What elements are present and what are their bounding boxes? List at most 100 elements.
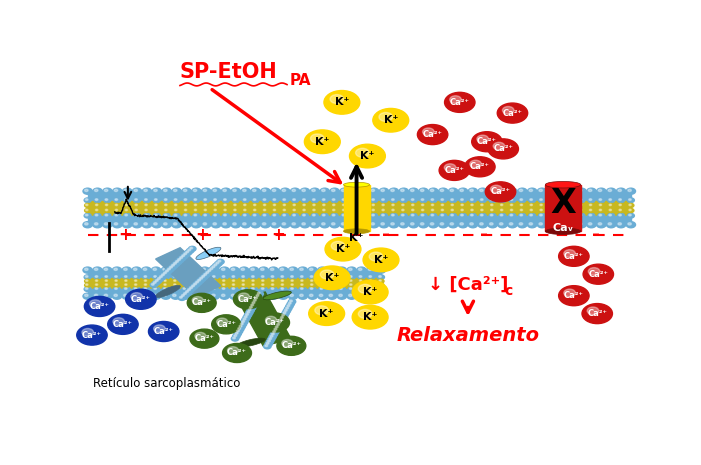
Circle shape — [104, 294, 108, 297]
Circle shape — [192, 297, 203, 304]
Circle shape — [371, 223, 374, 225]
Circle shape — [598, 204, 604, 207]
Circle shape — [367, 293, 376, 299]
Circle shape — [479, 189, 483, 192]
Circle shape — [183, 276, 186, 278]
Circle shape — [189, 286, 196, 291]
Circle shape — [210, 293, 219, 299]
Circle shape — [260, 275, 267, 279]
Circle shape — [186, 288, 193, 293]
Circle shape — [301, 284, 303, 286]
Circle shape — [560, 204, 562, 206]
Circle shape — [252, 198, 259, 203]
Circle shape — [252, 189, 256, 192]
Circle shape — [232, 280, 235, 281]
Circle shape — [399, 188, 408, 194]
Circle shape — [194, 209, 196, 211]
Circle shape — [288, 293, 298, 299]
Circle shape — [272, 198, 279, 203]
Circle shape — [322, 223, 325, 225]
Circle shape — [202, 279, 208, 283]
Circle shape — [154, 208, 160, 213]
Circle shape — [222, 198, 229, 203]
Circle shape — [557, 188, 566, 194]
Circle shape — [184, 250, 192, 255]
Circle shape — [608, 204, 614, 207]
Circle shape — [569, 223, 572, 225]
Circle shape — [164, 269, 172, 274]
Circle shape — [439, 188, 448, 194]
Circle shape — [222, 284, 225, 286]
Circle shape — [501, 204, 503, 206]
Circle shape — [143, 294, 147, 297]
Text: -: - — [592, 226, 599, 244]
Circle shape — [114, 275, 121, 279]
Circle shape — [184, 280, 186, 281]
Circle shape — [163, 213, 170, 218]
Circle shape — [142, 293, 151, 299]
Circle shape — [234, 335, 237, 337]
Text: SP-EtOH: SP-EtOH — [180, 62, 278, 82]
Circle shape — [510, 189, 513, 192]
Circle shape — [609, 204, 611, 206]
Circle shape — [491, 204, 493, 206]
Circle shape — [105, 209, 108, 211]
Circle shape — [231, 294, 235, 297]
Circle shape — [320, 188, 329, 194]
Text: Ca²⁺: Ca²⁺ — [588, 270, 608, 279]
Circle shape — [233, 214, 236, 216]
Circle shape — [360, 222, 369, 228]
Circle shape — [290, 222, 299, 228]
Circle shape — [329, 275, 336, 279]
Circle shape — [559, 214, 562, 216]
Circle shape — [252, 302, 255, 304]
Circle shape — [204, 209, 207, 211]
Circle shape — [311, 134, 324, 143]
Text: K⁺: K⁺ — [363, 287, 377, 297]
Circle shape — [254, 294, 262, 299]
Circle shape — [329, 294, 332, 297]
Circle shape — [240, 323, 243, 325]
Circle shape — [350, 188, 359, 194]
Circle shape — [203, 276, 205, 278]
Circle shape — [125, 204, 128, 206]
Circle shape — [303, 204, 305, 206]
Circle shape — [223, 223, 226, 225]
Circle shape — [357, 267, 366, 273]
Circle shape — [285, 309, 287, 311]
Circle shape — [104, 213, 111, 218]
Circle shape — [587, 188, 596, 194]
Circle shape — [105, 284, 107, 286]
Circle shape — [290, 294, 294, 297]
Circle shape — [252, 208, 259, 213]
Circle shape — [153, 279, 159, 283]
Circle shape — [144, 198, 150, 203]
Circle shape — [311, 276, 313, 278]
Circle shape — [599, 209, 601, 211]
Circle shape — [163, 287, 170, 292]
Circle shape — [122, 293, 131, 299]
Circle shape — [271, 283, 276, 287]
Circle shape — [577, 188, 586, 194]
Circle shape — [133, 283, 139, 287]
Circle shape — [154, 325, 165, 332]
Circle shape — [193, 288, 196, 289]
Circle shape — [215, 261, 222, 266]
Circle shape — [510, 208, 515, 213]
Circle shape — [280, 275, 287, 279]
Circle shape — [191, 284, 198, 289]
Circle shape — [164, 280, 166, 281]
Circle shape — [252, 204, 259, 207]
Circle shape — [472, 132, 502, 152]
Circle shape — [409, 222, 418, 228]
Circle shape — [409, 188, 418, 194]
Circle shape — [282, 311, 290, 316]
Text: Ca²⁺: Ca²⁺ — [423, 130, 442, 139]
Circle shape — [104, 189, 108, 192]
Circle shape — [313, 199, 315, 200]
Circle shape — [619, 199, 621, 200]
Circle shape — [103, 188, 112, 194]
Circle shape — [390, 213, 397, 218]
Circle shape — [368, 275, 374, 279]
Ellipse shape — [156, 286, 180, 298]
